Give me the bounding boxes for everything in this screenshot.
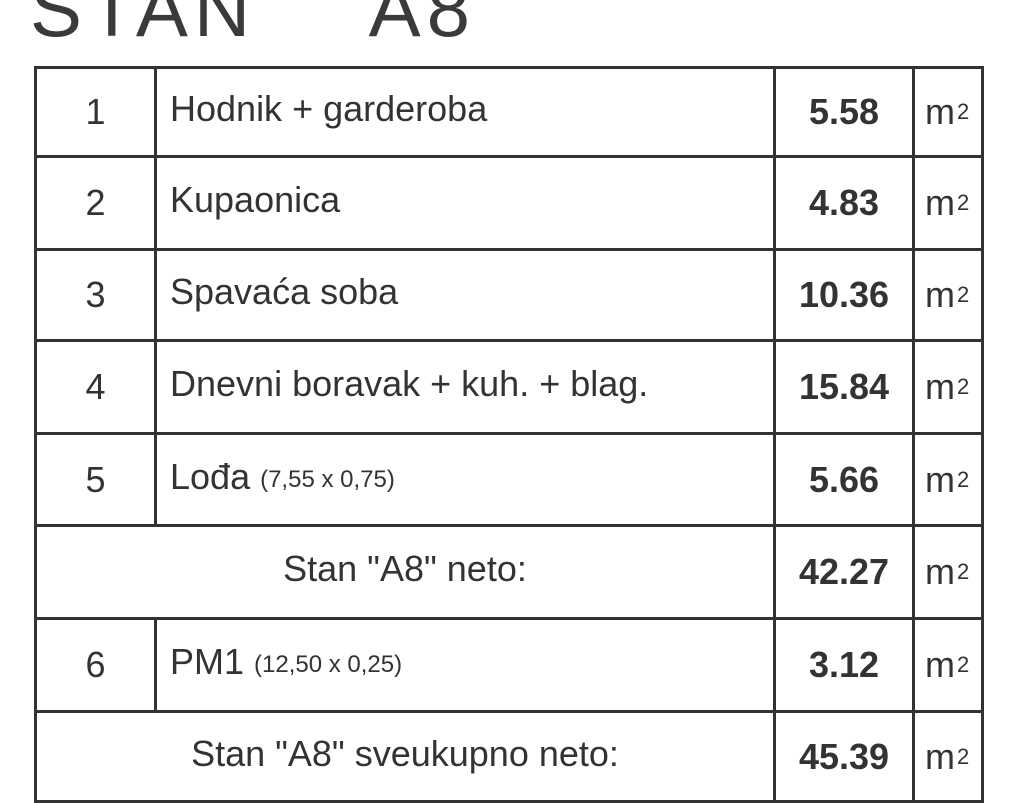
unit-base: m xyxy=(925,551,955,592)
unit-exponent: 2 xyxy=(957,466,970,492)
unit-exponent: 2 xyxy=(957,374,970,399)
unit-base: m xyxy=(925,91,955,132)
room-name-cell: Dnevni boravak + kuh. + blag. xyxy=(157,342,776,432)
room-number: 6 xyxy=(37,620,157,710)
unit-base: m xyxy=(925,644,955,685)
room-dimensions: (7,55 x 0,75) xyxy=(260,465,395,493)
unit-base: m xyxy=(925,735,955,777)
room-name: PM1 xyxy=(170,641,245,682)
room-number: 5 xyxy=(37,435,157,524)
room-area: 10.36 xyxy=(776,251,915,339)
unit-exponent: 2 xyxy=(957,99,970,124)
room-name-cell: Lođa (7,55 x 0,75) xyxy=(157,435,776,524)
room-area: 3.12 xyxy=(776,620,915,710)
total-label: Stan "A8" sveukupno neto: xyxy=(37,713,776,800)
room-name-cell: PM1 (12,50 x 0,25) xyxy=(157,620,776,710)
room-name: Hodnik + garderoba xyxy=(170,88,488,129)
room-area: 42.27 xyxy=(776,527,915,617)
table-row: 3 Spavaća soba 10.36 m 2 xyxy=(37,251,981,342)
area-table: 1 Hodnik + garderoba 5.58 m 2 2 Kupaonica 4.83 m… xyxy=(34,66,984,803)
room-area: 4.83 xyxy=(776,158,915,248)
unit-exponent: 2 xyxy=(957,190,970,215)
unit-exponent: 2 xyxy=(957,282,970,307)
unit-exponent: 2 xyxy=(957,559,970,584)
table-row: 2 Kupaonica 4.83 m 2 xyxy=(37,158,981,251)
room-number: 4 xyxy=(37,342,157,432)
room-number: 3 xyxy=(37,251,157,339)
unit-base: m xyxy=(925,182,955,223)
unit-exponent: 2 xyxy=(957,743,970,769)
room-name-cell: Kupaonica xyxy=(157,158,776,248)
total-label: Stan "A8" neto: xyxy=(37,527,776,617)
room-name-cell: Spavaća soba xyxy=(157,251,776,339)
room-name: Dnevni boravak + kuh. + blag. xyxy=(170,363,649,404)
unit-base: m xyxy=(925,274,955,315)
room-number: 2 xyxy=(37,158,157,248)
room-dimensions: (12,50 x 0,25) xyxy=(254,651,403,678)
room-area: 45.39 xyxy=(776,713,915,800)
room-name-cell: Hodnik + garderoba xyxy=(157,69,776,155)
room-area: 5.66 xyxy=(776,435,915,524)
room-name: Kupaonica xyxy=(170,179,341,220)
total-row: Stan "A8" sveukupno neto: 45.39 m 2 xyxy=(37,713,981,803)
table-row: 4 Dnevni boravak + kuh. + blag. 15.84 m 2 xyxy=(37,342,981,435)
room-number: 1 xyxy=(37,69,157,155)
table-row: 6 PM1 (12,50 x 0,25) 3.12 m 2 xyxy=(37,620,981,713)
room-name: Spavaća soba xyxy=(170,271,399,312)
page-title: STAN " A8 " xyxy=(30,0,538,53)
room-name: Lođa xyxy=(170,455,251,497)
table-row: 1 Hodnik + garderoba 5.58 m 2 xyxy=(37,69,981,158)
room-area: 5.58 xyxy=(776,69,915,155)
unit-base: m xyxy=(925,366,955,407)
total-row: Stan "A8" neto: 42.27 m 2 xyxy=(37,527,981,620)
unit-base: m xyxy=(925,458,955,500)
unit-exponent: 2 xyxy=(957,652,970,677)
room-area: 15.84 xyxy=(776,342,915,432)
table-row: 5 Lođa (7,55 x 0,75) 5.66 m 2 xyxy=(37,435,981,527)
